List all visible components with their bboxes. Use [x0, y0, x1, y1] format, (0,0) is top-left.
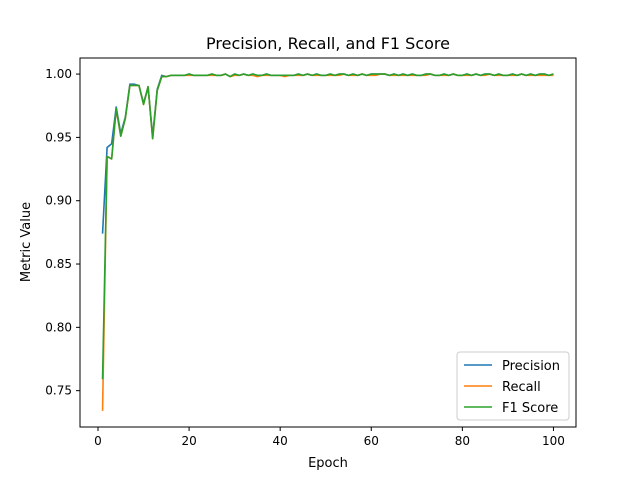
- y-tick-label: 0.75: [45, 384, 72, 398]
- y-tick-label: 0.95: [45, 130, 72, 144]
- series-layer: [101, 73, 554, 411]
- x-tick-label: 0: [94, 434, 102, 448]
- x-axis-ticks: 0 20 40 60 80 100: [94, 427, 565, 448]
- x-tick-label: 80: [455, 434, 470, 448]
- x-tick-label: 20: [181, 434, 196, 448]
- legend: Precision Recall F1 Score: [456, 351, 570, 421]
- series-line-0: [101, 73, 554, 234]
- chart-title: Precision, Recall, and F1 Score: [206, 34, 450, 53]
- legend-label-0: Precision: [502, 359, 560, 374]
- series-line-2: [101, 73, 554, 380]
- y-axis-label: Metric Value: [19, 202, 34, 282]
- x-tick-label: 100: [542, 434, 565, 448]
- y-tick-label: 1.00: [45, 67, 72, 81]
- legend-box: [456, 351, 570, 421]
- y-tick-label: 0.90: [45, 194, 72, 208]
- y-axis-ticks: 0.75 0.80 0.85 0.90 0.95 1.00: [45, 67, 80, 398]
- x-axis-label: Epoch: [308, 456, 348, 471]
- y-tick-label: 0.80: [45, 320, 72, 334]
- x-tick-label: 40: [273, 434, 288, 448]
- legend-label-2: F1 Score: [502, 401, 558, 416]
- legend-label-1: Recall: [502, 380, 541, 395]
- plot-frame: [79, 57, 577, 428]
- x-tick-label: 60: [364, 434, 379, 448]
- y-tick-label: 0.85: [45, 257, 72, 271]
